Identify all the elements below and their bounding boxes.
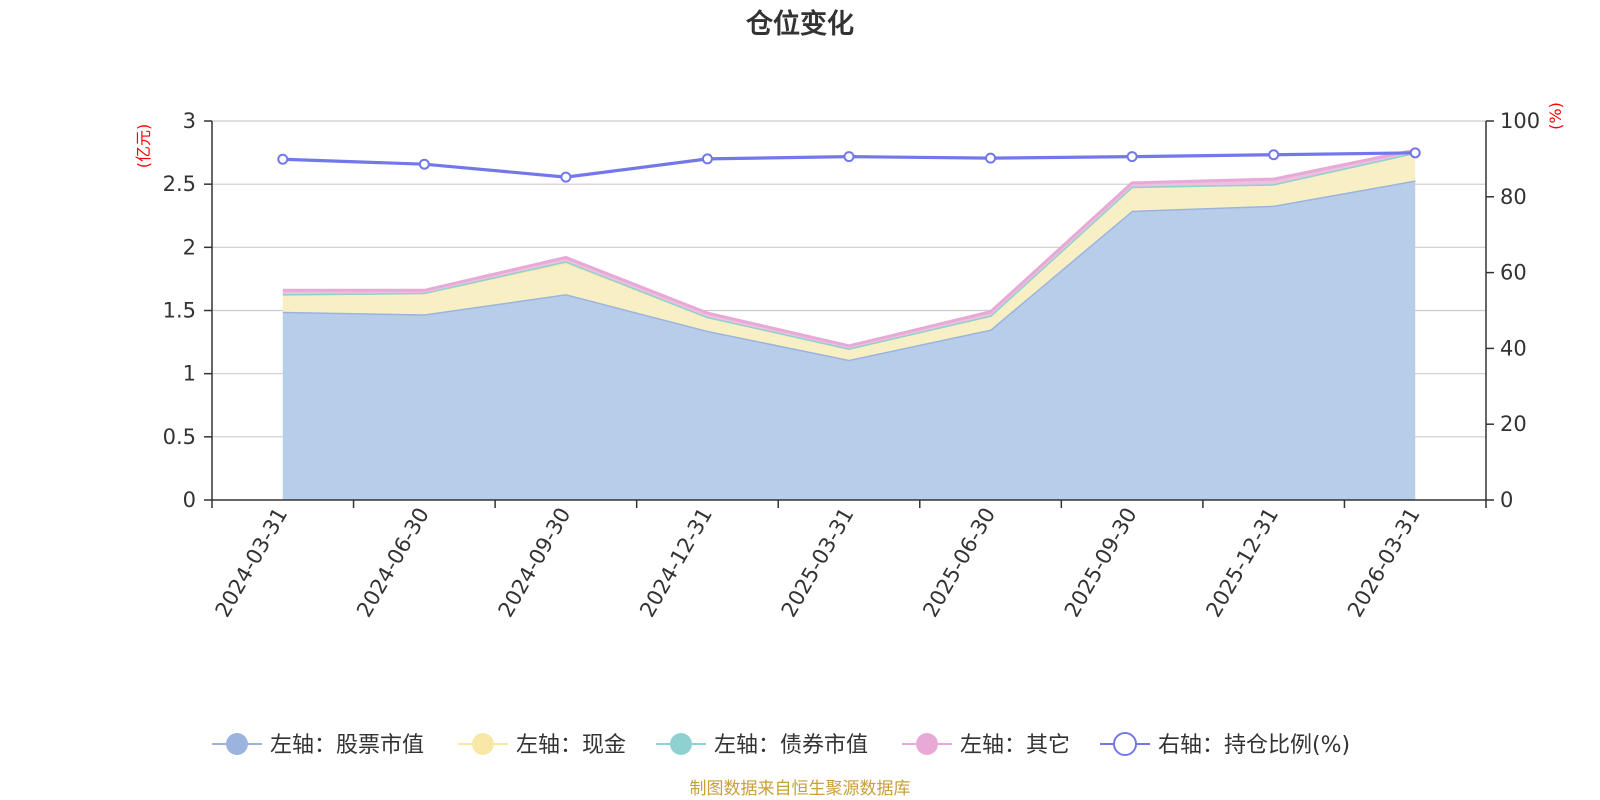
left-tick-label: 3 <box>183 109 196 133</box>
legend-item: 左轴：股票市值 <box>212 733 424 758</box>
ratio-point <box>277 153 289 165</box>
x-tick-label: 2025-09-30 <box>1060 504 1142 622</box>
right-tick-label: 80 <box>1500 185 1527 209</box>
chart-title: 仓位变化 <box>745 8 854 40</box>
legend-label: 左轴：股票市值 <box>270 733 424 758</box>
legend-label: 左轴：其它 <box>960 733 1070 758</box>
legend-marker <box>472 733 494 755</box>
legend-marker <box>916 733 938 755</box>
x-tick-label: 2024-12-31 <box>635 504 717 622</box>
plot-areas <box>282 148 1416 501</box>
legend-item: 左轴：其它 <box>902 733 1070 758</box>
right-tick-label: 0 <box>1500 488 1513 512</box>
legend-label: 右轴：持仓比例(%) <box>1158 733 1350 758</box>
legend-item: 右轴：持仓比例(%) <box>1100 732 1350 758</box>
ratio-point <box>418 158 430 170</box>
ratio-point <box>701 153 713 165</box>
left-tick-label: 1.5 <box>163 299 196 323</box>
ratio-point <box>1409 147 1421 159</box>
x-tick-label: 2024-06-30 <box>352 504 434 622</box>
legend-marker <box>670 733 692 755</box>
legend-marker <box>226 733 248 755</box>
legend-label: 左轴：债券市值 <box>714 733 868 758</box>
x-tick-label: 2025-12-31 <box>1201 504 1283 622</box>
right-axis-unit: (%) <box>1546 102 1565 130</box>
ratio-point <box>1126 151 1138 163</box>
legend-item: 左轴：债券市值 <box>656 733 868 758</box>
right-tick-label: 40 <box>1500 336 1527 360</box>
right-tick-label: 60 <box>1500 261 1527 285</box>
area-series-1 <box>282 180 1416 501</box>
area-series-2 <box>282 152 1416 360</box>
ratio-point <box>985 152 997 164</box>
source-note: 制图数据来自恒生聚源数据库 <box>690 779 911 799</box>
left-tick-label: 2 <box>183 235 196 259</box>
x-tick-label: 2024-09-30 <box>494 504 576 622</box>
ratio-point <box>560 171 572 183</box>
left-tick-label: 1 <box>183 362 196 386</box>
legend-label: 左轴：现金 <box>516 733 626 758</box>
area-edge-series-4 <box>282 148 1416 348</box>
right-tick-label: 20 <box>1500 412 1527 436</box>
legend: 左轴：股票市值 左轴：现金 左轴：债券市值 左轴：其它 右轴：持仓比例(%) <box>212 732 1350 758</box>
x-tick-label: 2026-03-31 <box>1343 504 1425 622</box>
x-tick-label: 2024-03-31 <box>210 504 292 622</box>
left-tick-label: 0 <box>183 488 196 512</box>
ratio-point <box>1268 149 1280 161</box>
left-tick-label: 2.5 <box>163 172 196 196</box>
x-tick-label: 2025-06-30 <box>918 504 1000 622</box>
left-tick-label: 0.5 <box>163 425 196 449</box>
ratio-point <box>843 151 855 163</box>
legend-item: 左轴：现金 <box>458 733 626 758</box>
right-tick-label: 100 <box>1500 109 1540 133</box>
legend-marker <box>1113 732 1137 756</box>
x-tick-label: 2025-03-31 <box>777 504 859 622</box>
left-axis-unit: (亿元) <box>134 124 153 169</box>
ratio-line-layer <box>277 147 1421 183</box>
